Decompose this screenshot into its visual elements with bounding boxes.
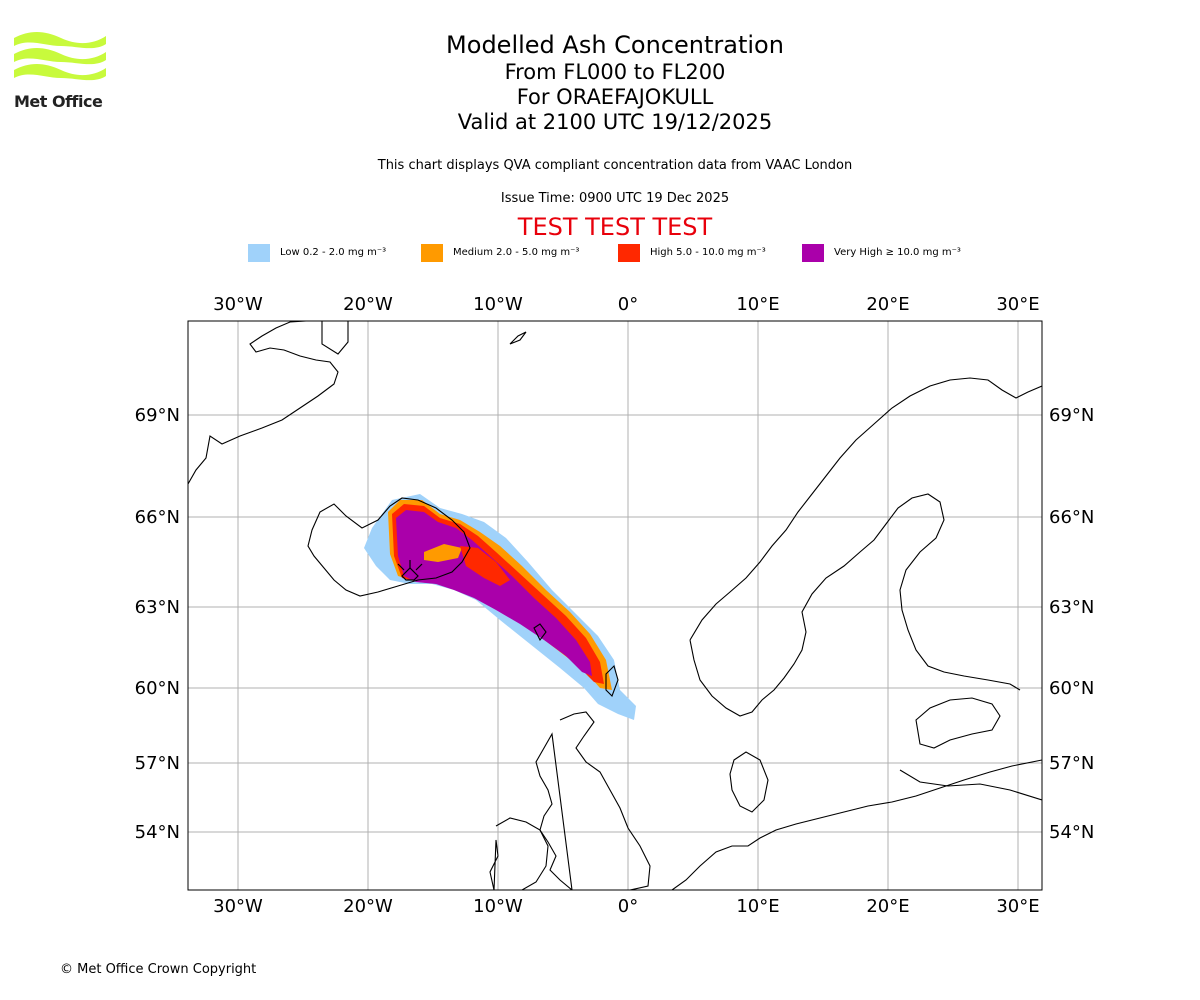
legend-label-medium: Medium 2.0 - 5.0 mg m⁻³ bbox=[453, 247, 580, 258]
latitude-labels-right: 69°N 66°N 63°N 60°N 57°N 54°N bbox=[1049, 405, 1094, 843]
latitude-labels-left: 69°N 66°N 63°N 60°N 57°N 54°N bbox=[135, 405, 180, 843]
ash-patch-medium-inner bbox=[424, 544, 462, 562]
volcano-name: For ORAEFAJOKULL bbox=[516, 85, 714, 109]
legend-swatch-very-high bbox=[802, 244, 824, 262]
coastline-scandinavia bbox=[689, 377, 1042, 749]
lat-label-left-54n: 54°N bbox=[135, 822, 180, 843]
lat-label-left-69n: 69°N bbox=[135, 405, 180, 426]
coastline-greenland bbox=[188, 321, 349, 485]
volcano-marker bbox=[397, 560, 423, 581]
map-frame bbox=[187, 320, 1043, 891]
chart-title-block: Modelled Ash Concentration From FL000 to… bbox=[315, 30, 915, 135]
lon-label-bottom-20e: 20°E bbox=[866, 896, 909, 917]
lon-label-top-30w: 30°W bbox=[213, 294, 263, 315]
lon-label-top-20w: 20°W bbox=[343, 294, 393, 315]
flight-level-range: From FL000 to FL200 bbox=[504, 60, 726, 84]
coastline-continent bbox=[671, 759, 1042, 890]
coastline-great-britain bbox=[535, 711, 651, 890]
coastlines bbox=[188, 321, 1042, 890]
lon-label-bottom-30e: 30°E bbox=[996, 896, 1039, 917]
lon-label-bottom-0: 0° bbox=[618, 896, 638, 917]
longitude-labels-top: 30°W 20°W 10°W 0° 10°E 20°E 30°E bbox=[213, 294, 1039, 315]
issue-time: Issue Time: 0900 UTC 19 Dec 2025 bbox=[500, 191, 730, 206]
lat-label-left-63n: 63°N bbox=[135, 597, 180, 618]
valid-time: Valid at 2100 UTC 19/12/2025 bbox=[457, 110, 773, 134]
ash-patch-high-inner bbox=[460, 546, 510, 586]
coastline-ireland bbox=[489, 817, 549, 890]
coastline-faroes bbox=[533, 623, 547, 642]
map-frame-content bbox=[188, 321, 1042, 890]
lon-label-bottom-10w: 10°W bbox=[473, 896, 523, 917]
legend-swatch-medium bbox=[421, 244, 443, 262]
lon-label-top-10e: 10°E bbox=[736, 294, 779, 315]
lat-label-left-60n: 60°N bbox=[135, 678, 180, 699]
lat-label-right-57n: 57°N bbox=[1049, 753, 1094, 774]
lat-label-right-66n: 66°N bbox=[1049, 507, 1094, 528]
chart-title: Modelled Ash Concentration bbox=[446, 31, 784, 59]
lon-label-top-0: 0° bbox=[618, 294, 638, 315]
lon-label-top-20e: 20°E bbox=[866, 294, 909, 315]
met-office-waves-icon bbox=[14, 32, 106, 81]
met-office-logo: Met Office bbox=[14, 30, 108, 112]
gridlines bbox=[188, 321, 1042, 890]
qva-note: This chart displays QVA compliant concen… bbox=[377, 158, 853, 173]
lon-label-bottom-20w: 20°W bbox=[343, 896, 393, 917]
lat-label-left-57n: 57°N bbox=[135, 753, 180, 774]
coastline-shetland bbox=[605, 664, 619, 697]
coastline-iceland bbox=[307, 497, 471, 597]
legend-swatch-high bbox=[618, 244, 640, 262]
test-banner: TEST TEST TEST bbox=[517, 213, 713, 241]
lon-label-bottom-10e: 10°E bbox=[736, 896, 779, 917]
coastline-denmark bbox=[729, 751, 769, 813]
lat-label-right-54n: 54°N bbox=[1049, 822, 1094, 843]
coastline-jan-mayen bbox=[509, 331, 527, 345]
lat-label-right-63n: 63°N bbox=[1049, 597, 1094, 618]
legend-label-high: High 5.0 - 10.0 mg m⁻³ bbox=[650, 247, 766, 258]
lat-label-right-60n: 60°N bbox=[1049, 678, 1094, 699]
lon-label-bottom-30w: 30°W bbox=[213, 896, 263, 917]
legend-label-low: Low 0.2 - 2.0 mg m⁻³ bbox=[280, 247, 387, 258]
lon-label-top-30e: 30°E bbox=[996, 294, 1039, 315]
legend-swatch-low bbox=[248, 244, 270, 262]
copyright-notice: © Met Office Crown Copyright bbox=[60, 962, 257, 977]
longitude-labels-bottom: 30°W 20°W 10°W 0° 10°E 20°E 30°E bbox=[213, 896, 1039, 917]
lat-label-right-69n: 69°N bbox=[1049, 405, 1094, 426]
lat-label-left-66n: 66°N bbox=[135, 507, 180, 528]
legend-label-very-high: Very High ≥ 10.0 mg m⁻³ bbox=[834, 247, 961, 258]
met-office-logo-text: Met Office bbox=[14, 92, 103, 111]
lon-label-top-10w: 10°W bbox=[473, 294, 523, 315]
coastline-baltic-states bbox=[899, 769, 1042, 801]
